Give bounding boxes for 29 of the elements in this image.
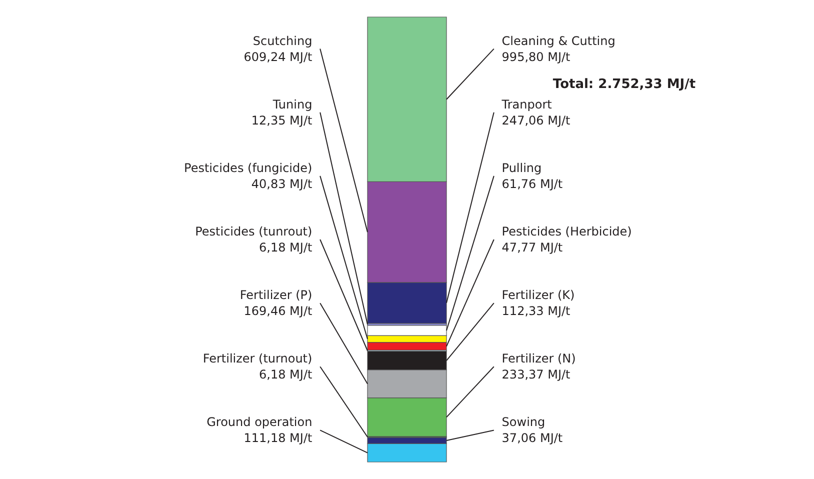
text: Total: 2.752,33 MJ/t bbox=[552, 76, 696, 92]
text: Pesticides (Herbicide) bbox=[502, 224, 632, 238]
text: Cleaning & Cutting bbox=[502, 34, 616, 48]
text: Sowing bbox=[502, 415, 546, 430]
data-label: 6,18 MJ/t bbox=[259, 240, 312, 254]
data-label: 247,06 MJ/t bbox=[502, 113, 571, 128]
text: Scutching bbox=[252, 34, 312, 48]
text: Pesticides (tunrout) bbox=[195, 224, 312, 238]
text: Pesticides (fungicide) bbox=[184, 160, 312, 175]
text: Tuning bbox=[272, 97, 312, 112]
text: Tranport bbox=[500, 97, 552, 112]
text: Ground operation bbox=[206, 415, 312, 430]
data-label: 6,18 MJ/t bbox=[259, 368, 312, 382]
data-label: 47,77 MJ/t bbox=[502, 240, 563, 254]
text: Fertilizer (K) bbox=[502, 288, 575, 302]
text: Fertilizer (turnout) bbox=[202, 352, 312, 366]
text: Fertilizer (N) bbox=[502, 352, 576, 366]
text: Fertilizer (P) bbox=[240, 288, 312, 302]
data-label: 111,18 MJ/t bbox=[244, 431, 312, 446]
data-label: 112,33 MJ/t bbox=[502, 304, 571, 318]
data-label: 995,80 MJ/t bbox=[502, 50, 571, 64]
data-label: 169,46 MJ/t bbox=[244, 304, 312, 318]
data-label: 233,37 MJ/t bbox=[502, 368, 571, 382]
data-label: 609,24 MJ/t bbox=[244, 50, 312, 64]
data-label: 40,83 MJ/t bbox=[251, 176, 312, 191]
data-label: 61,76 MJ/t bbox=[502, 176, 563, 191]
data-label: 37,06 MJ/t bbox=[502, 431, 563, 446]
text: Pulling bbox=[502, 160, 542, 175]
data-label: 12,35 MJ/t bbox=[251, 113, 312, 128]
